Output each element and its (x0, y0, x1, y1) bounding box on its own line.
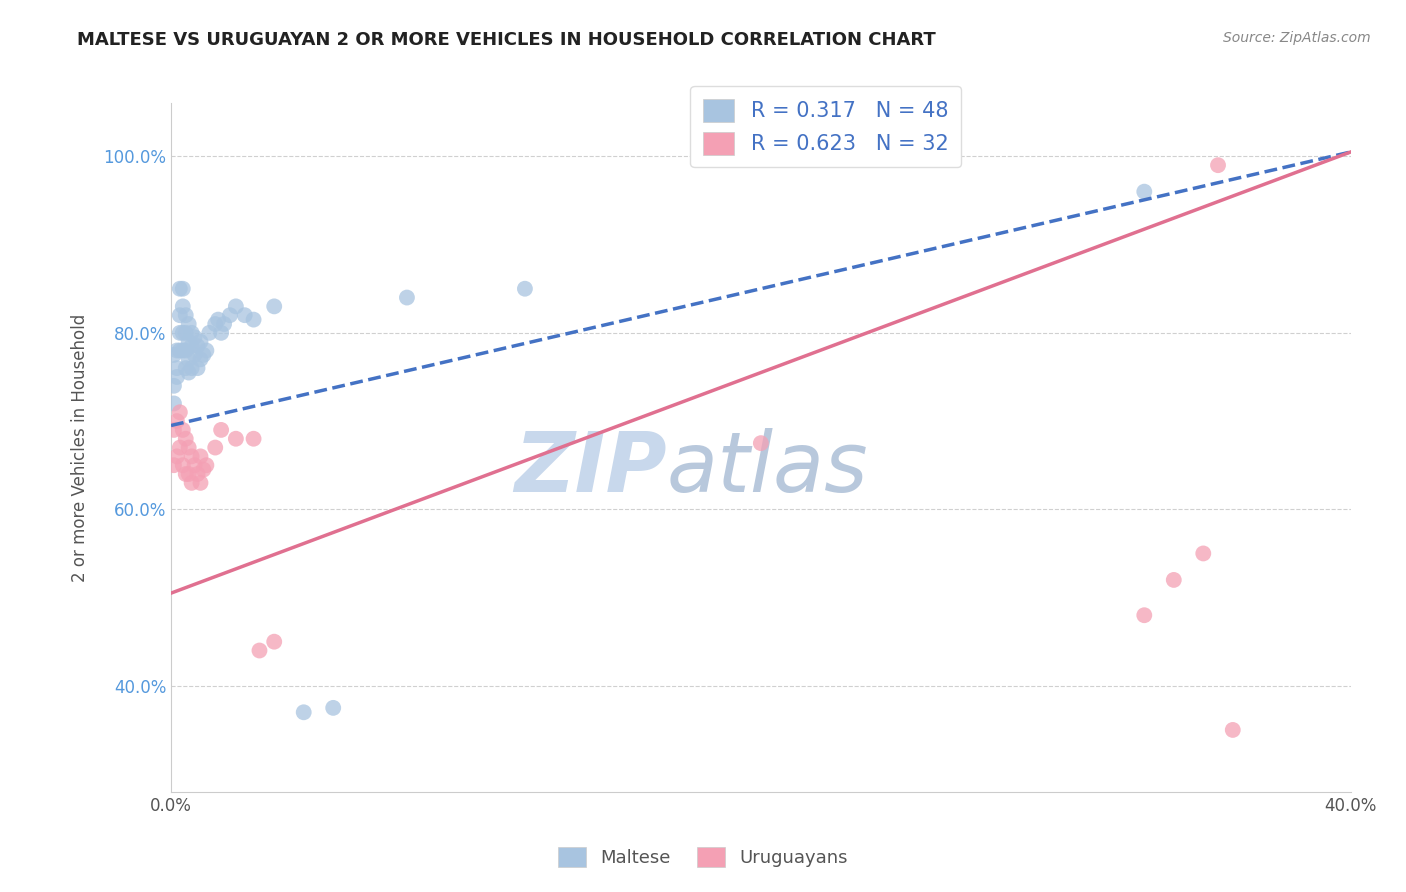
Point (1163, 573, 1185, 587)
Point (1222, 723, 1244, 737)
Point (198, 326, 221, 340)
Point (1192, 546, 1215, 560)
Point (180, 475, 202, 490)
Point (166, 370, 188, 384)
Point (186, 467, 208, 481)
Point (183, 458, 205, 473)
Point (174, 467, 197, 481)
Point (174, 361, 197, 376)
Point (166, 414, 188, 428)
Point (172, 326, 194, 340)
Point (186, 339, 208, 353)
Point (180, 339, 202, 353)
Point (166, 343, 188, 358)
Point (183, 330, 205, 344)
Point (186, 361, 208, 376)
Point (322, 701, 344, 715)
Point (183, 348, 205, 362)
Point (172, 299, 194, 313)
Point (169, 282, 191, 296)
Point (180, 361, 202, 376)
Point (172, 282, 194, 296)
Point (163, 423, 186, 437)
Point (233, 308, 256, 322)
Point (163, 378, 186, 392)
Point (749, 436, 772, 450)
Point (172, 343, 194, 358)
Legend: Maltese, Uruguayans: Maltese, Uruguayans (551, 839, 855, 874)
Point (166, 361, 188, 376)
Point (190, 352, 212, 367)
Point (163, 458, 186, 473)
Point (174, 432, 197, 446)
Point (204, 441, 226, 455)
Y-axis label: 2 or more Vehicles in Household: 2 or more Vehicles in Household (72, 313, 89, 582)
Point (177, 334, 200, 349)
Point (174, 343, 197, 358)
Point (190, 450, 212, 464)
Point (169, 343, 191, 358)
Point (1133, 185, 1156, 199)
Point (180, 450, 202, 464)
Point (193, 462, 215, 476)
Text: MALTESE VS URUGUAYAN 2 OR MORE VEHICLES IN HOUSEHOLD CORRELATION CHART: MALTESE VS URUGUAYAN 2 OR MORE VEHICLES … (77, 31, 936, 49)
Text: atlas: atlas (666, 427, 868, 508)
Point (193, 348, 215, 362)
Point (242, 432, 264, 446)
Point (225, 299, 247, 313)
Point (212, 317, 235, 331)
Point (177, 352, 200, 367)
Point (395, 291, 418, 305)
Point (180, 326, 202, 340)
Point (166, 450, 188, 464)
Point (172, 423, 194, 437)
Point (190, 475, 212, 490)
Point (190, 334, 212, 349)
Point (169, 441, 191, 455)
Point (177, 366, 200, 380)
Point (204, 317, 226, 331)
Point (163, 348, 186, 362)
Point (169, 308, 191, 322)
Text: Source: ZipAtlas.com: Source: ZipAtlas.com (1223, 31, 1371, 45)
Point (263, 634, 285, 648)
Point (163, 396, 186, 410)
Point (177, 441, 200, 455)
Point (177, 317, 200, 331)
Point (219, 308, 242, 322)
Point (242, 312, 264, 326)
Legend: R = 0.317   N = 48, R = 0.623   N = 32: R = 0.317 N = 48, R = 0.623 N = 32 (690, 87, 962, 167)
Point (249, 643, 271, 657)
Point (174, 308, 197, 322)
Point (209, 423, 232, 437)
Point (177, 467, 200, 481)
Point (174, 326, 197, 340)
Point (172, 458, 194, 473)
Point (209, 326, 232, 340)
Point (195, 343, 218, 358)
Point (195, 458, 218, 473)
Point (225, 432, 247, 446)
Point (292, 706, 315, 720)
Point (1133, 608, 1156, 623)
Point (263, 299, 285, 313)
Point (169, 326, 191, 340)
Point (169, 405, 191, 419)
Point (207, 312, 229, 326)
Point (1206, 158, 1229, 172)
Text: ZIP: ZIP (513, 427, 666, 508)
Point (513, 282, 536, 296)
